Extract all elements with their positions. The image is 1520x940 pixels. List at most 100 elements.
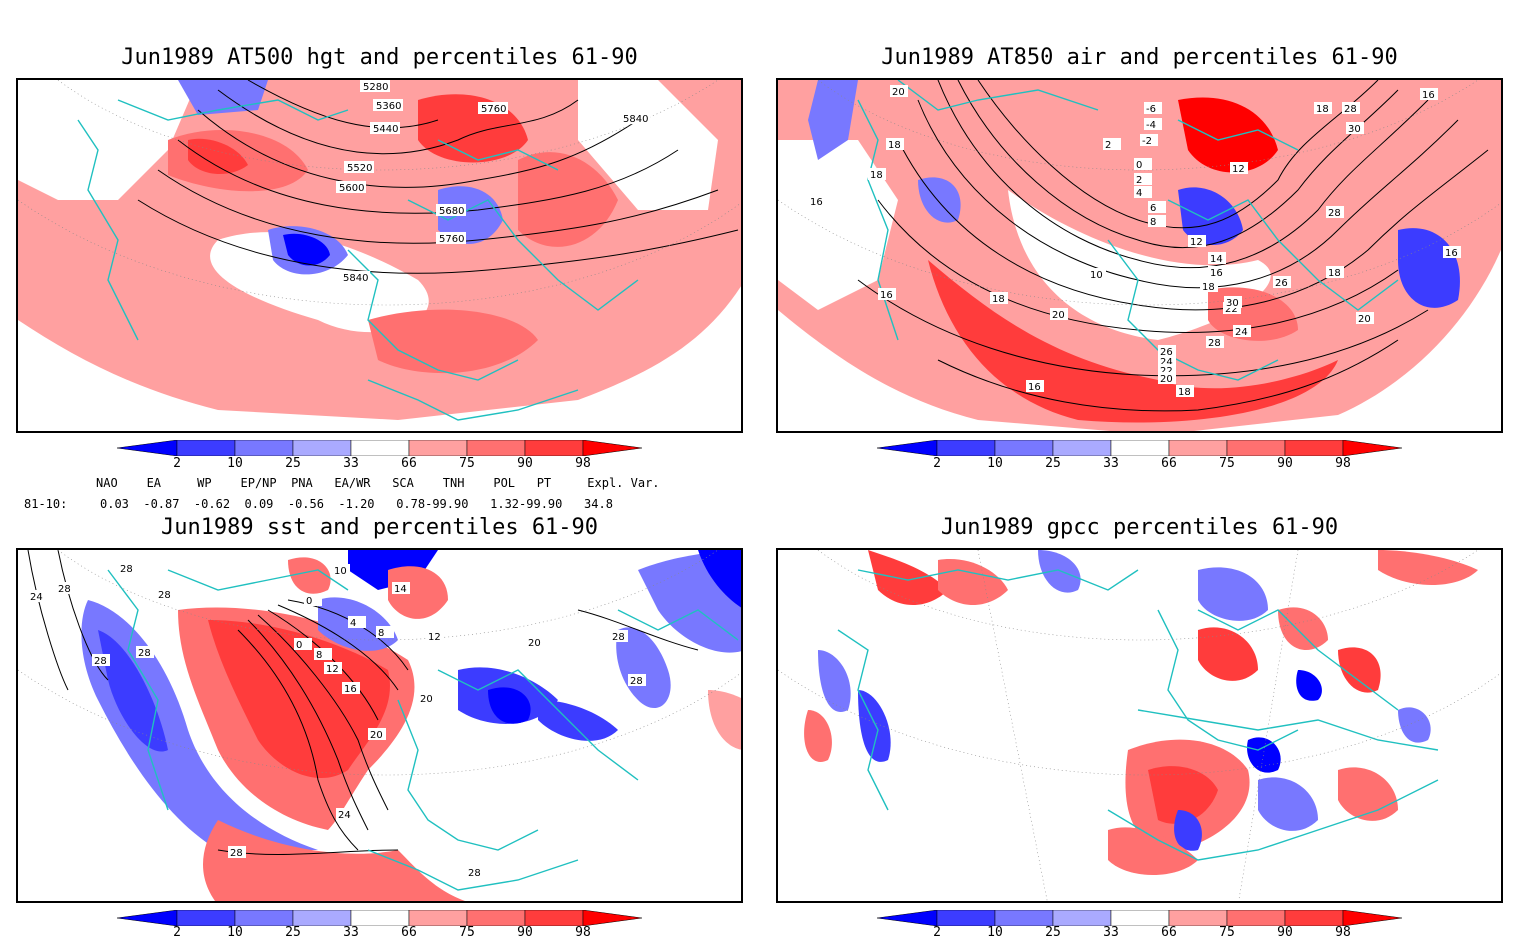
coastlines (107, 569, 739, 891)
percentile-shading (18, 80, 741, 420)
svg-text:28: 28 (1344, 104, 1357, 115)
svg-text:30: 30 (1226, 298, 1239, 309)
teleconnection-row-label: 81-10: (24, 497, 68, 511)
percentile-shading (81, 550, 741, 901)
colorbar-tick: 2 (933, 925, 941, 940)
svg-text:2: 2 (1105, 140, 1111, 151)
colorbar-tick: 98 (1335, 925, 1351, 940)
svg-text:12: 12 (1190, 237, 1203, 248)
svg-text:16: 16 (1445, 248, 1458, 259)
svg-text:18: 18 (1178, 387, 1191, 398)
panel-title-hgt: Jun1989 AT500 hgt and percentiles 61-90 (121, 45, 638, 70)
svg-text:20: 20 (528, 638, 541, 649)
svg-text:5360: 5360 (376, 101, 401, 112)
svg-text:28: 28 (612, 632, 625, 643)
svg-text:28: 28 (230, 848, 243, 859)
svg-text:5840: 5840 (343, 273, 368, 284)
svg-text:28: 28 (1328, 208, 1341, 219)
colorbar-tick: 2 (173, 456, 181, 471)
svg-text:0: 0 (296, 640, 302, 651)
teleconnection-header: NAO EA WP EP/NP PNA EA/WR SCA TNH POL PT… (96, 476, 660, 490)
svg-text:24: 24 (30, 592, 43, 603)
colorbar-tick: 90 (1277, 456, 1293, 471)
svg-text:10: 10 (1090, 270, 1103, 281)
svg-text:16: 16 (880, 290, 893, 301)
colorbar-tick: 98 (575, 456, 591, 471)
svg-text:22: 22 (1160, 366, 1173, 377)
colorbar-tick: 10 (987, 925, 1003, 940)
svg-text:8: 8 (316, 650, 322, 661)
colorbar-tick: 25 (1045, 925, 1061, 940)
colorbar-tick: 66 (401, 925, 417, 940)
map-sst: 28 28 28 24 28 28 10 0 14 4 0 8 8 12 12 … (16, 548, 743, 903)
svg-text:5600: 5600 (339, 183, 364, 194)
svg-text:-2: -2 (1142, 136, 1152, 147)
colorbar-tick: 75 (1219, 925, 1235, 940)
map-air: 20 18 18 16 16 -6 -4 -2 2 0 2 4 6 8 10 1… (776, 78, 1503, 433)
svg-text:12: 12 (1232, 164, 1245, 175)
colorbar-tick: 25 (1045, 456, 1061, 471)
svg-text:18: 18 (1316, 104, 1329, 115)
colorbar-tick: 98 (575, 925, 591, 940)
teleconnection-values: 0.03 -0.87 -0.62 0.09 -0.56 -1.20 0.78-9… (100, 497, 613, 511)
svg-text:16: 16 (344, 684, 357, 695)
panel-title-gpcc: Jun1989 gpcc percentiles 61-90 (940, 515, 1339, 540)
svg-text:12: 12 (428, 632, 441, 643)
panel-title-air: Jun1989 AT850 air and percentiles 61-90 (881, 45, 1398, 70)
svg-text:24: 24 (1160, 357, 1173, 368)
svg-text:5760: 5760 (439, 234, 464, 245)
colorbar-tick: 90 (1277, 925, 1293, 940)
svg-text:20: 20 (1358, 314, 1371, 325)
colorbar-tick: 10 (227, 925, 243, 940)
colorbar-tick: 75 (459, 925, 475, 940)
contours (137, 80, 739, 274)
svg-text:20: 20 (892, 87, 905, 98)
svg-text:28: 28 (94, 656, 107, 667)
svg-text:8: 8 (1150, 217, 1156, 228)
svg-text:18: 18 (1328, 268, 1341, 279)
svg-text:16: 16 (810, 197, 823, 208)
colorbar-tick: 98 (1335, 456, 1351, 471)
colorbar-top-left: 2 10 25 33 66 75 90 98 (116, 439, 643, 472)
grid-lines (18, 80, 741, 306)
colorbar-tick: 33 (1103, 925, 1119, 940)
colorbar-bottom-left: 2 10 25 33 66 75 90 98 (116, 909, 643, 940)
svg-text:-4: -4 (1146, 120, 1156, 131)
svg-text:4: 4 (350, 618, 356, 629)
svg-text:8: 8 (378, 628, 384, 639)
colorbar-tick: 66 (1161, 925, 1177, 940)
svg-text:5440: 5440 (373, 124, 398, 135)
svg-text:16: 16 (1422, 90, 1435, 101)
map-gpcc (776, 548, 1503, 903)
colorbar-tick: 25 (285, 925, 301, 940)
colorbar-top-right: 2 10 25 33 66 75 90 98 (876, 439, 1403, 472)
svg-text:20: 20 (370, 730, 383, 741)
colorbar-tick: 75 (459, 456, 475, 471)
colorbar-tick: 10 (987, 456, 1003, 471)
svg-text:18: 18 (888, 140, 901, 151)
colorbar-tick: 10 (227, 456, 243, 471)
svg-text:26: 26 (1160, 347, 1173, 358)
contour-labels: 20 18 18 16 16 -6 -4 -2 2 0 2 4 6 8 10 1… (808, 85, 1461, 398)
svg-text:5840: 5840 (623, 114, 648, 125)
svg-text:18: 18 (870, 170, 883, 181)
coastlines (837, 569, 1439, 861)
svg-text:16: 16 (1210, 268, 1223, 279)
colorbar-tick: 33 (1103, 456, 1119, 471)
svg-text:-6: -6 (1146, 104, 1156, 115)
svg-text:6: 6 (1150, 203, 1156, 214)
panel-title-sst: Jun1989 sst and percentiles 61-90 (160, 515, 599, 540)
svg-text:24: 24 (1235, 327, 1248, 338)
svg-text:20: 20 (1052, 310, 1065, 321)
svg-text:0: 0 (1136, 160, 1142, 171)
svg-text:18: 18 (1202, 282, 1215, 293)
precip-patches (804, 550, 1478, 875)
svg-text:30: 30 (1348, 124, 1361, 135)
svg-text:20: 20 (420, 694, 433, 705)
grid-lines (778, 550, 1501, 901)
colorbar-tick: 90 (517, 925, 533, 940)
svg-text:28: 28 (158, 590, 171, 601)
svg-text:14: 14 (1210, 254, 1223, 265)
svg-text:5680: 5680 (439, 206, 464, 217)
grid-lines (18, 550, 741, 776)
